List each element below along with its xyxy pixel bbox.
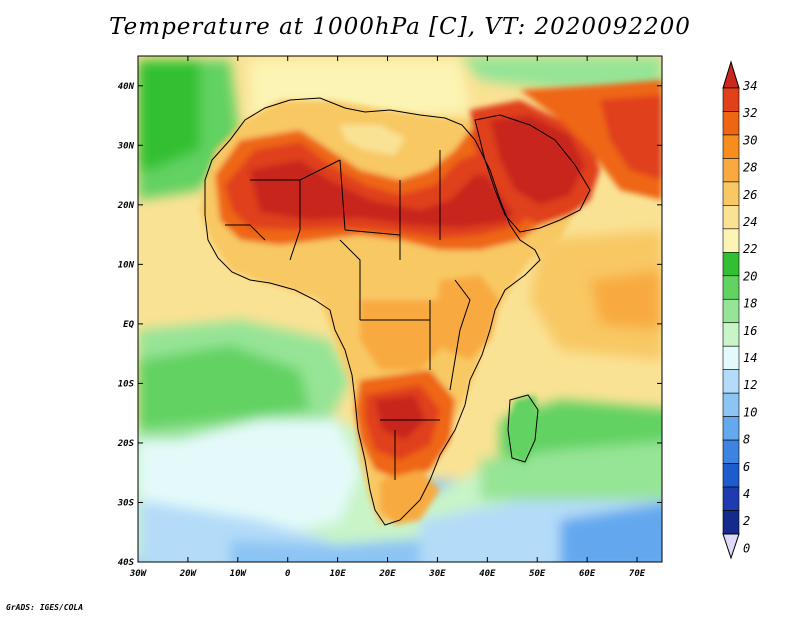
lon-tick-label: 70E bbox=[629, 569, 646, 579]
colorbar-swatch bbox=[722, 298, 740, 324]
lon-tick-label: 10E bbox=[329, 569, 346, 579]
colorbar-swatch bbox=[722, 275, 740, 300]
colorbar-label: 8 bbox=[743, 433, 750, 447]
lat-tick-label: 40S bbox=[118, 558, 135, 568]
lon-tick-label: 50E bbox=[529, 569, 546, 579]
colorbar-label: 28 bbox=[743, 161, 757, 175]
colorbar-label: 14 bbox=[743, 351, 757, 365]
colorbar-label: 22 bbox=[743, 242, 757, 256]
colorbar-swatch bbox=[722, 111, 740, 136]
lat-tick-label: EQ bbox=[123, 320, 134, 330]
coastlines bbox=[204, 97, 591, 526]
colorbar-swatch bbox=[722, 392, 740, 417]
lon-tick-label: 60E bbox=[579, 569, 596, 579]
colorbar-swatch bbox=[722, 416, 740, 441]
lon-tick-label: 0 bbox=[285, 569, 291, 579]
colorbar-swatch bbox=[722, 252, 740, 277]
lat-tick-label: 40N bbox=[118, 82, 135, 92]
colorbar-swatch bbox=[722, 463, 740, 488]
colorbar-top-arrow bbox=[722, 60, 740, 89]
colorbar-label: 0 bbox=[743, 541, 750, 555]
lon-tick-label: 20E bbox=[378, 569, 396, 579]
colorbar-label: 18 bbox=[743, 297, 757, 311]
colorbar-label: 4 bbox=[743, 487, 750, 501]
colorbar-swatch bbox=[722, 369, 740, 394]
lon-tick-label: 40E bbox=[479, 569, 496, 579]
credit-text: GrADS: IGES/COLA bbox=[6, 603, 84, 612]
lat-tick-label: 10N bbox=[118, 260, 135, 270]
axis-ticks: 30W 20W 10W 0 10E 20E 30E 40E 50E 60E 70E 40N 30N 20N… bbox=[117, 56, 662, 579]
colorbar-swatch bbox=[722, 205, 740, 230]
colorbar-label: 20 bbox=[743, 269, 757, 283]
colorbar-label: 6 bbox=[743, 460, 750, 474]
colorbar-label: 24 bbox=[743, 215, 757, 229]
temperature-field bbox=[138, 56, 662, 562]
map-frame bbox=[137, 55, 663, 563]
lon-tick-label: 10W bbox=[230, 569, 248, 579]
colorbar-label: 10 bbox=[743, 405, 757, 419]
colorbar-label: 16 bbox=[743, 324, 757, 338]
colorbar-label: 12 bbox=[743, 378, 757, 392]
lat-tick-label: 20S bbox=[117, 439, 135, 449]
lat-tick-label: 20N bbox=[117, 201, 135, 211]
lat-tick-label: 30S bbox=[117, 498, 135, 508]
colorbar-label: 2 bbox=[743, 514, 750, 528]
lon-tick-label: 20W bbox=[179, 569, 198, 579]
colorbar-label: 34 bbox=[742, 79, 757, 93]
lat-tick-label: 10S bbox=[118, 379, 135, 389]
colorbar-swatch bbox=[722, 322, 740, 347]
colorbar-swatch bbox=[722, 158, 740, 183]
colorbar-bottom-arrow bbox=[722, 533, 740, 560]
colorbar-swatch bbox=[722, 486, 740, 511]
colorbar-swatch bbox=[722, 510, 740, 535]
colorbar-label: 32 bbox=[742, 106, 757, 120]
colorbar-label: 26 bbox=[743, 188, 757, 202]
colorbar-swatch bbox=[722, 345, 740, 370]
lon-tick-label: 30W bbox=[129, 569, 148, 579]
lon-tick-label: 30E bbox=[428, 569, 446, 579]
colorbar-swatch bbox=[722, 134, 740, 159]
lat-tick-label: 30N bbox=[117, 141, 135, 151]
chart-title: Temperature at 1000hPa [C], VT: 20200922… bbox=[109, 14, 691, 40]
colorbar-swatch bbox=[722, 228, 740, 253]
colorbar-swatch bbox=[722, 439, 740, 464]
colorbar-swatch bbox=[722, 87, 740, 112]
colorbar-label: 30 bbox=[742, 133, 757, 147]
colorbar-swatch bbox=[722, 181, 740, 206]
